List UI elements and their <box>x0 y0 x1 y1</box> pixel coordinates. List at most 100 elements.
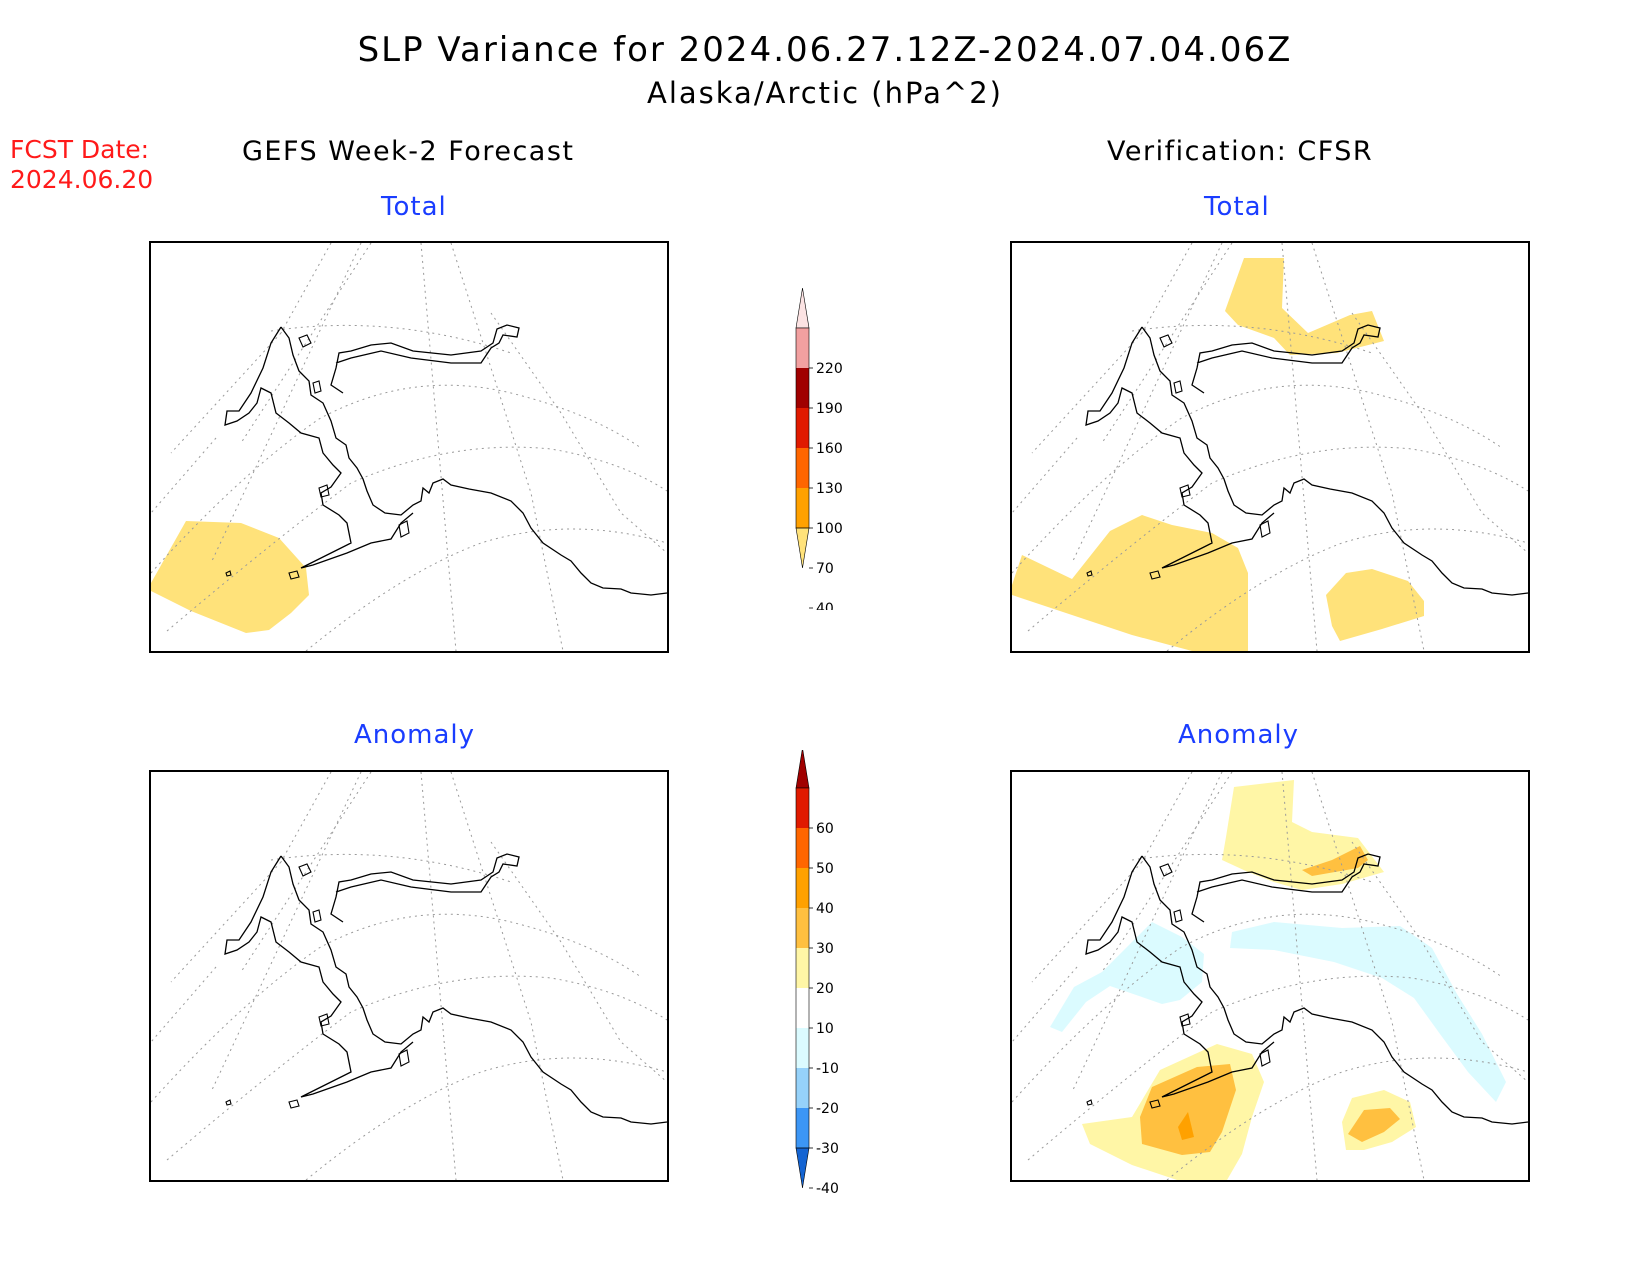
map-panel-forecast-anomaly <box>149 770 669 1182</box>
colorbar-swatch <box>796 948 809 988</box>
shade-anomaly-30-40 <box>1178 1112 1194 1140</box>
island-outline <box>1159 334 1173 348</box>
shade-anomaly-negative-10-20-band <box>1230 922 1506 1102</box>
colorbar-tick-label: -10 <box>816 1061 839 1077</box>
map-verification-total <box>1012 243 1528 651</box>
graticule-line <box>1031 332 1143 454</box>
colorbar-tick-label: 70 <box>816 561 834 577</box>
map-verification-anomaly <box>1012 772 1528 1180</box>
colorbar-frame <box>795 787 810 1149</box>
island-outline <box>1259 520 1271 538</box>
fcst-date-value: 2024.06.20 <box>10 165 154 194</box>
island-outline <box>298 334 312 348</box>
island-outline <box>1086 1099 1093 1106</box>
island-outline <box>318 484 330 498</box>
graticule-line <box>1131 853 1373 883</box>
colorbar-tick-label: 40 <box>816 601 834 610</box>
colorbar-swatch <box>796 1028 809 1068</box>
graticule-line <box>151 913 642 1103</box>
island-outline <box>398 1049 410 1067</box>
island-outline <box>1159 863 1173 877</box>
colorbar-swatch <box>796 368 809 408</box>
panel-label-forecast-anomaly: Anomaly <box>354 720 476 750</box>
colorbar-swatch <box>796 788 809 828</box>
graticule-line <box>420 243 457 651</box>
island-outline <box>1259 1049 1271 1067</box>
island-outline <box>225 1099 232 1106</box>
colorbar-swatch <box>796 1108 809 1148</box>
graticule-line <box>490 312 667 554</box>
graticule-line <box>1141 772 1193 863</box>
graticule-line <box>1101 243 1233 444</box>
graticule-line <box>1141 243 1193 334</box>
graticule-line <box>210 772 362 1093</box>
basemap-verification-total <box>1012 243 1528 651</box>
panel-label-forecast-total: Total <box>381 192 447 222</box>
graticule-line <box>151 966 217 1043</box>
graticule-line <box>240 772 372 973</box>
coastline <box>1085 324 1528 596</box>
colorbar-tick-label: 190 <box>816 401 843 417</box>
basemap-verification-anomaly <box>1012 772 1528 1180</box>
graticule-line <box>1012 384 1503 574</box>
colorbar-swatch <box>796 828 809 868</box>
colorbar-tick-label: 100 <box>816 521 843 537</box>
graticule-line <box>1012 966 1078 1043</box>
graticule-line <box>210 243 362 564</box>
coastline <box>1085 853 1528 1125</box>
graticule-line <box>1131 324 1373 354</box>
colorbar-swatch <box>796 908 809 948</box>
graticule-line <box>1351 312 1528 554</box>
graticule-line <box>270 324 512 354</box>
shade-anomaly-negative-10-20-west <box>1050 922 1204 1032</box>
island-outline <box>1173 380 1183 394</box>
main-title: SLP Variance for 2024.06.27.12Z-2024.07.… <box>357 30 1293 70</box>
graticule-line <box>1351 841 1528 1083</box>
colorbar-tick-label: 50 <box>816 861 834 877</box>
basemap-forecast-total <box>151 243 667 651</box>
graticule-line <box>1101 772 1233 973</box>
main-subtitle: Alaska/Arctic (hPa^2) <box>647 76 1003 110</box>
shade-variance-40-70-southeast <box>1326 569 1424 641</box>
shade-anomaly-20-30-southeast <box>1348 1108 1400 1142</box>
graticule-line <box>1071 243 1223 564</box>
colorbar-swatch <box>796 448 809 488</box>
colorbar-bottom-arrow <box>795 1147 810 1189</box>
colorbar-tick-label: 130 <box>816 481 843 497</box>
graticule-line <box>280 772 332 863</box>
island-outline <box>288 1099 300 1109</box>
island-outline <box>318 1013 330 1027</box>
map-panel-forecast-total <box>149 241 669 653</box>
colorbar-tick-label: 20 <box>816 981 834 997</box>
colorbar-swatch <box>796 408 809 448</box>
shade-anomaly-10-20-north <box>1222 780 1384 890</box>
colorbar-frame <box>795 327 810 529</box>
fcst-date-block: FCST Date: 2024.06.20 <box>10 135 153 195</box>
basemap-forecast-anomaly <box>151 772 667 1180</box>
map-panel-verification-total <box>1010 241 1530 653</box>
colorbar-anomaly-svg: 60 50 40 30 20 10 -10 -20 -30 -40 <box>795 747 839 1197</box>
colorbar-tick-label: 160 <box>816 441 843 457</box>
map-forecast-anomaly <box>151 772 667 1180</box>
shade-variance-40-70-north <box>1225 258 1384 355</box>
colorbar-tick-label: 220 <box>816 361 843 377</box>
shade-variance-40-70-southwest <box>1012 515 1248 651</box>
colorbar-swatch <box>796 488 809 528</box>
colorbar-tick-label: -30 <box>816 1141 839 1157</box>
fcst-date-label: FCST Date: <box>10 135 150 164</box>
island-outline <box>312 909 322 923</box>
colorbar-tick-label: -20 <box>816 1101 839 1117</box>
column-title-forecast: GEFS Week-2 Forecast <box>242 136 575 167</box>
graticule-line <box>270 853 512 883</box>
colorbar-tick-label: 30 <box>816 941 834 957</box>
island-outline <box>398 520 410 538</box>
colorbar-tick-label: 10 <box>816 1021 834 1037</box>
graticule-line <box>1281 772 1318 1180</box>
coastline <box>224 853 667 1125</box>
island-outline <box>1173 909 1183 923</box>
colorbar-swatch <box>796 1068 809 1108</box>
colorbar-anomaly: 60 50 40 30 20 10 -10 -20 -30 -40 <box>790 747 850 1204</box>
colorbar-swatch <box>796 328 809 368</box>
colorbar-tick-label: -40 <box>816 1181 839 1197</box>
island-outline <box>1149 570 1161 580</box>
